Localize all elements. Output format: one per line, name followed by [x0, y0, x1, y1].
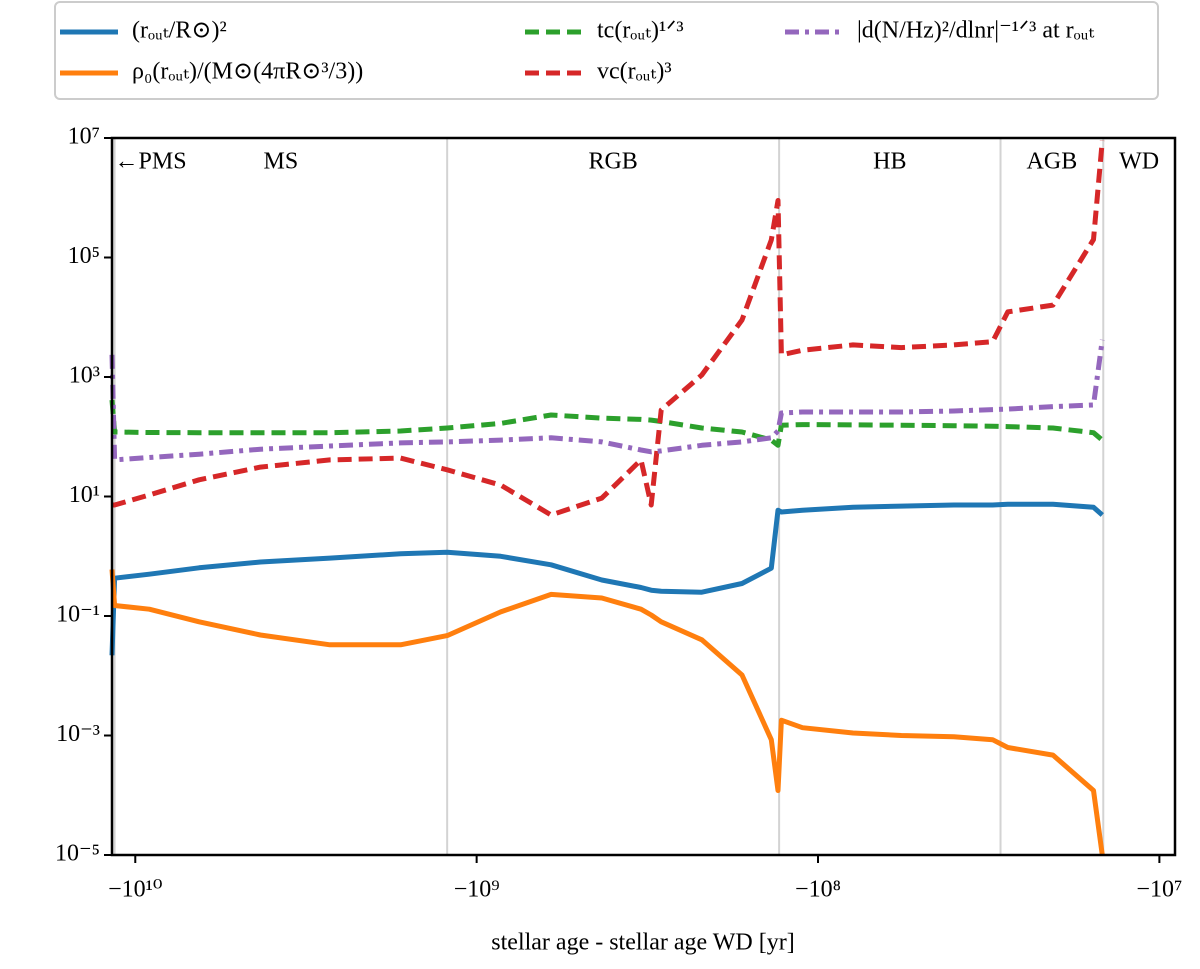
legend-label: |d(N/Hz)²/dlnr|⁻¹ᐟ³ at rₒᵤₜ: [857, 18, 1094, 44]
series-line: [109, 339, 1105, 463]
series-line: [109, 501, 1104, 656]
phase-label: RGB: [588, 149, 637, 175]
phase-label: AGB: [1027, 149, 1078, 175]
x-tick-label: −10¹⁰: [108, 877, 162, 903]
x-tick-label: −10⁹: [454, 877, 500, 903]
phase-label: MS: [264, 149, 299, 175]
y-tick-label: 10¹: [69, 482, 100, 508]
y-tick-label: 10⁷: [68, 124, 100, 150]
y-tick-label: 10⁻³: [56, 721, 100, 747]
phase-label: WD: [1119, 149, 1159, 175]
legend-label: tc(rₒᵤₜ)¹ᐟ³: [597, 18, 684, 44]
x-tick-label: −10⁷: [1136, 877, 1182, 903]
series-line: [112, 140, 1105, 518]
phase-label: HB: [873, 149, 906, 175]
y-tick-label: 10⁵: [68, 243, 100, 269]
y-tick-label: 10⁻¹: [56, 602, 100, 628]
legend-box: [54, 1, 1159, 100]
series-line: [109, 569, 1105, 856]
y-tick-label: 10³: [69, 363, 100, 389]
x-tick-label: −10⁸: [795, 877, 841, 903]
legend-label: vc(rₒᵤₜ)³: [597, 59, 672, 85]
y-tick-label: 10⁻⁵: [55, 841, 100, 867]
x-axis-label: stellar age - stellar age WD [yr]: [491, 930, 794, 956]
legend-label: (rₒᵤₜ/R⊙)²: [132, 18, 227, 44]
phase-label: ←PMS: [115, 149, 187, 175]
legend-label: ρ₀(rₒᵤₜ)/(M⊙(4πR⊙³/3)): [132, 59, 363, 85]
series-line: [109, 399, 1104, 448]
